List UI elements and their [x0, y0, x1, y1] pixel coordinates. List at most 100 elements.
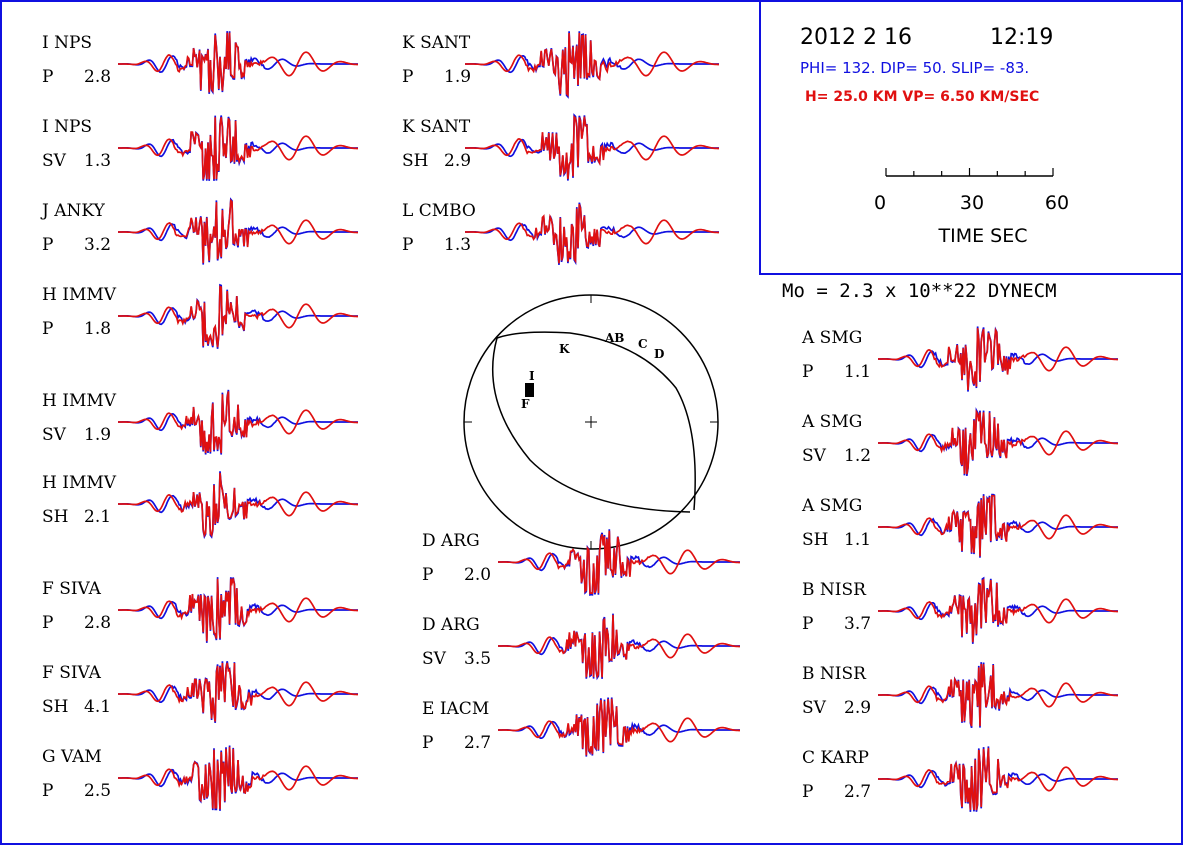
- synthetic-waveform: [118, 285, 358, 348]
- trace-amplitude-label: 1.3: [84, 151, 111, 171]
- trace-amplitude-label: 4.1: [84, 697, 111, 717]
- waveform-panel: H IMMV P 1.8: [42, 283, 358, 349]
- time-axis-label: TIME SEC: [938, 225, 1028, 247]
- trace-amplitude-label: 1.1: [844, 530, 871, 550]
- trace-amplitude-label: 2.0: [464, 565, 491, 585]
- synthetic-waveform: [118, 117, 358, 180]
- trace-amplitude-label: 1.3: [444, 235, 471, 255]
- trace-station-label: I NPS: [42, 33, 92, 53]
- waveform-panel: H IMMV SV 1.9: [42, 389, 358, 455]
- seismic-moment: Mo = 2.3 x 10**22 DYNECM: [782, 280, 1057, 302]
- observed-waveform: [465, 113, 719, 181]
- observed-waveform: [878, 493, 1118, 558]
- trace-phase-label: SH: [402, 151, 428, 171]
- header-box: 2012 2 16 12:19 PHI= 132. DIP= 50. SLIP=…: [759, 0, 1183, 275]
- trace-station-label: F SIVA: [42, 663, 102, 683]
- trace-phase-label: P: [422, 733, 433, 753]
- waveform-panel: I NPS P 2.8: [42, 31, 358, 95]
- time-scale-bar: 0 30 60 TIME SEC: [874, 168, 1069, 247]
- waveform-panel: C KARP P 2.7: [802, 746, 1118, 812]
- trace-station-label: H IMMV: [42, 473, 117, 493]
- trace-station-label: K SANT: [402, 117, 471, 137]
- synthetic-waveform: [465, 32, 719, 98]
- trace-amplitude-label: 1.9: [84, 425, 111, 445]
- time-tick-30: 30: [960, 192, 984, 214]
- synthetic-waveform: [498, 614, 740, 679]
- waveform-panel: F SIVA P 2.8: [42, 577, 358, 643]
- observed-waveform: [878, 326, 1118, 392]
- synthetic-waveform: [878, 578, 1118, 643]
- focal-mechanism-sphere: AB C D K I F: [463, 294, 719, 550]
- sphere-station-cluster: [525, 383, 534, 397]
- nodal-plane-2: [491, 337, 691, 513]
- synthetic-waveform: [878, 494, 1118, 557]
- observed-waveform: [498, 613, 740, 681]
- time-scale-ticks: [885, 168, 1054, 176]
- trace-phase-label: SV: [422, 649, 447, 669]
- synthetic-waveform: [878, 747, 1118, 811]
- trace-phase-label: SV: [42, 425, 67, 445]
- synthetic-waveform: [878, 409, 1118, 475]
- synthetic-waveform: [118, 472, 358, 538]
- trace-phase-label: P: [802, 614, 813, 634]
- synthetic-waveform: [878, 327, 1118, 391]
- observed-waveform: [498, 697, 740, 757]
- depth-velocity: H= 25.0 KM VP= 6.50 KM/SEC: [805, 89, 1039, 105]
- trace-amplitude-label: 1.2: [844, 446, 871, 466]
- observed-waveform: [118, 471, 358, 540]
- observed-waveform: [118, 197, 358, 265]
- trace-station-label: B NISR: [802, 580, 867, 600]
- nodal-plane-1: [496, 331, 696, 511]
- trace-station-label: B NISR: [802, 664, 867, 684]
- sphere-station-c: C: [638, 337, 648, 351]
- trace-station-label: C KARP: [802, 748, 869, 768]
- waveform-panel: G VAM P 2.5: [42, 745, 358, 811]
- waveform-panel: D ARG P 2.0: [422, 529, 740, 596]
- synthetic-waveform: [878, 663, 1118, 727]
- waveform-panel: I NPS SV 1.3: [42, 115, 358, 181]
- waveform-panel: E IACM P 2.7: [422, 697, 740, 757]
- sphere-station-i: I: [529, 369, 535, 383]
- sphere-station-k: K: [559, 342, 570, 356]
- trace-phase-label: P: [42, 67, 53, 87]
- trace-station-label: L CMBO: [402, 201, 476, 221]
- trace-station-label: J ANKY: [40, 201, 106, 221]
- synthetic-waveform: [118, 662, 358, 722]
- trace-station-label: G VAM: [42, 747, 102, 767]
- trace-phase-label: P: [802, 362, 813, 382]
- trace-phase-label: P: [42, 319, 53, 339]
- synthetic-waveform: [498, 530, 740, 595]
- synthetic-waveform: [498, 698, 740, 756]
- trace-station-label: D ARG: [422, 531, 480, 551]
- trace-station-label: K SANT: [402, 33, 471, 53]
- waveform-panel: K SANT P 1.9: [402, 31, 719, 99]
- observed-waveform: [118, 577, 358, 643]
- trace-amplitude-label: 2.5: [84, 781, 111, 801]
- synthetic-waveform: [118, 198, 358, 264]
- trace-amplitude-label: 2.8: [84, 613, 111, 633]
- waveform-panel: A SMG SH 1.1: [801, 493, 1118, 558]
- trace-station-label: D ARG: [422, 615, 480, 635]
- trace-phase-label: P: [42, 613, 53, 633]
- trace-phase-label: P: [402, 235, 413, 255]
- trace-station-label: A SMG: [801, 496, 862, 516]
- trace-phase-label: P: [42, 781, 53, 801]
- observed-waveform: [878, 746, 1118, 812]
- trace-phase-label: SV: [802, 446, 827, 466]
- waveform-panel: K SANT SH 2.9: [402, 113, 719, 181]
- waveform-panel: L CMBO P 1.3: [402, 201, 719, 266]
- trace-amplitude-label: 1.8: [84, 319, 111, 339]
- trace-phase-label: SV: [802, 698, 827, 718]
- synthetic-waveform: [118, 746, 358, 810]
- trace-amplitude-label: 3.2: [84, 235, 111, 255]
- time-tick-0: 0: [874, 192, 886, 214]
- mechanism-params: PHI= 132. DIP= 50. SLIP= -83.: [800, 59, 1029, 77]
- waveform-panel: B NISR P 3.7: [802, 576, 1118, 644]
- trace-station-label: E IACM: [422, 699, 489, 719]
- synthetic-waveform: [118, 32, 358, 94]
- event-date: 2012 2 16: [800, 25, 912, 50]
- trace-amplitude-label: 3.7: [844, 614, 871, 634]
- waveform-panel: A SMG SV 1.2: [801, 407, 1118, 476]
